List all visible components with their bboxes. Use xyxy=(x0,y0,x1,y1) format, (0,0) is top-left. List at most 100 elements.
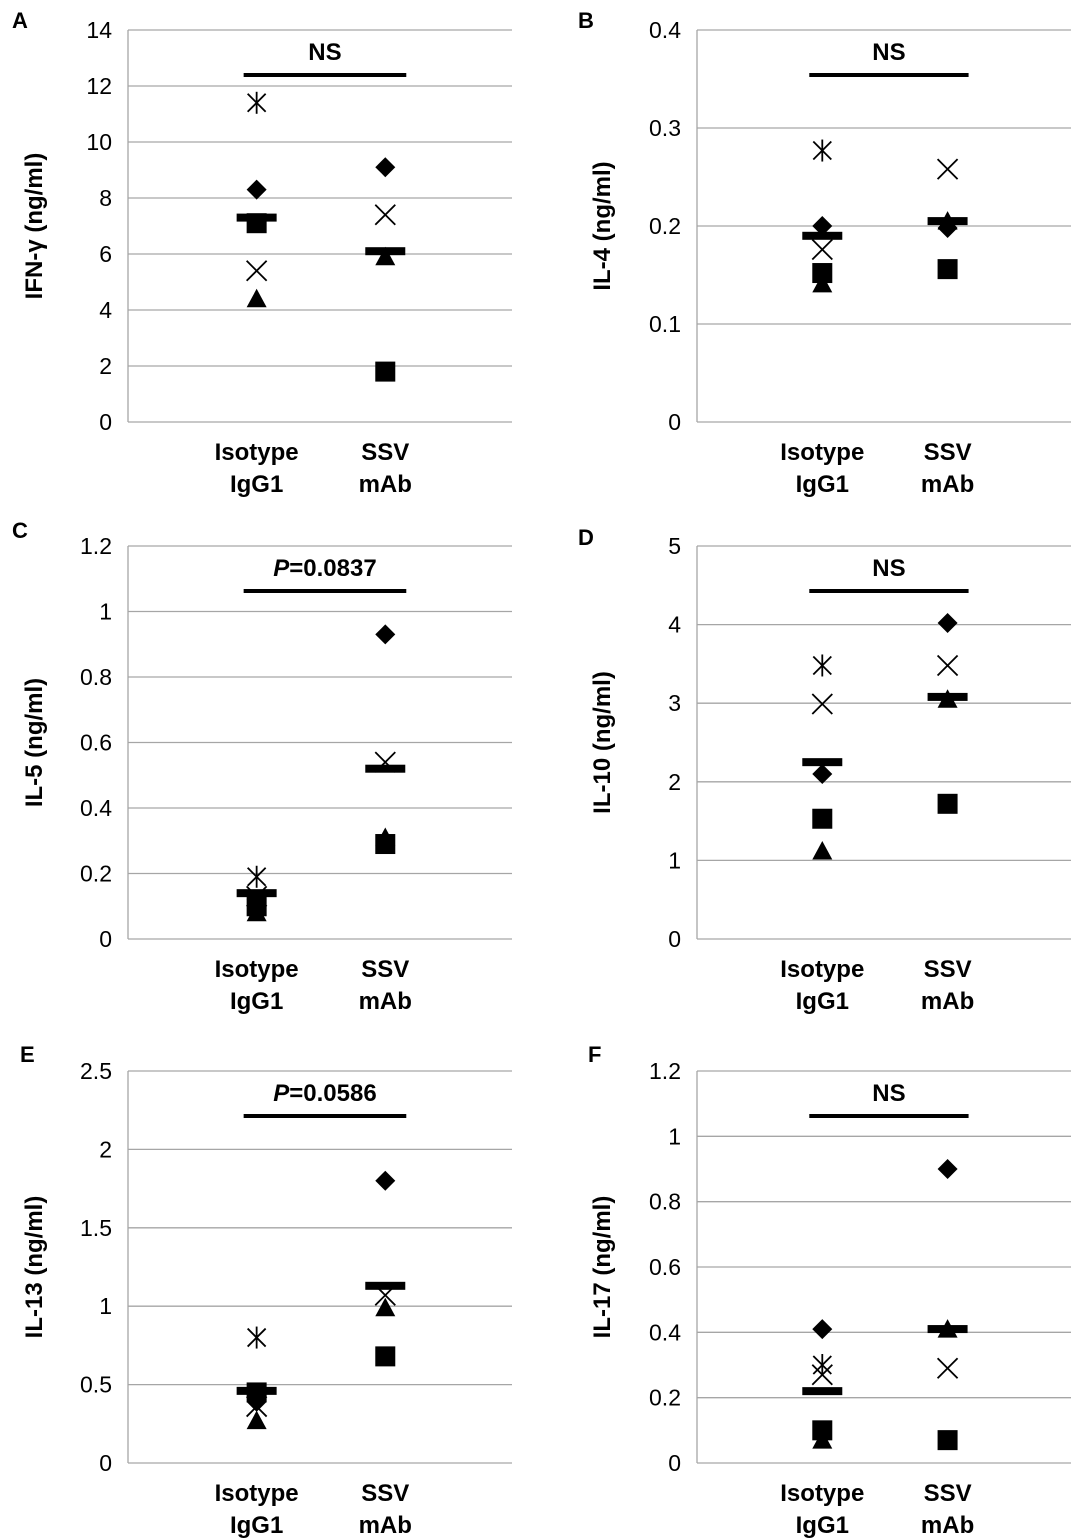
data-point-x xyxy=(246,260,268,282)
y-axis-label: IL-4 (ng/ml) xyxy=(589,161,616,290)
chart-panel-e: E 0 0.5 1 1.5 2 2.5 IL-13 (ng/ml) Isotype IgG1 SSV… xyxy=(20,1042,512,1539)
data-point-diamond xyxy=(375,157,396,178)
data-point-square xyxy=(937,1430,958,1451)
significance-p-symbol: P xyxy=(273,1080,290,1107)
y-tick-label: 0 xyxy=(99,409,112,435)
significance-label: NS xyxy=(872,555,905,582)
data-point-square xyxy=(375,1346,396,1367)
mean-bar xyxy=(365,247,406,256)
mean-bar xyxy=(236,1386,277,1395)
y-tick-label: 1.2 xyxy=(649,1058,681,1084)
x-category-label: Isotype xyxy=(215,439,299,466)
mean-bar xyxy=(365,764,406,773)
mean-bar xyxy=(927,1325,968,1334)
data-point-diamond xyxy=(812,216,833,236)
data-point-diamond xyxy=(812,763,833,784)
data-point-x xyxy=(374,204,396,226)
x-category-label: mAb xyxy=(921,471,974,498)
y-tick-label: 6 xyxy=(99,241,112,267)
x-category-label: SSV xyxy=(924,439,972,466)
panel-label: F xyxy=(588,1042,601,1067)
significance-value: NS xyxy=(872,1080,905,1107)
data-point-square xyxy=(812,808,833,829)
y-tick-label: 2 xyxy=(99,1136,112,1162)
y-tick-label: 0.2 xyxy=(649,1385,681,1411)
significance-p-symbol: P xyxy=(273,555,290,582)
x-category-label: SSV xyxy=(924,1480,972,1507)
data-point-diamond xyxy=(812,1319,833,1340)
y-tick-label: 0 xyxy=(668,1450,681,1476)
x-category-label: IgG1 xyxy=(230,1512,283,1539)
data-point-diamond xyxy=(937,613,958,634)
data-point-square xyxy=(812,263,833,284)
x-category-label: mAb xyxy=(359,471,412,498)
chart-panel-f: F 0 0.2 0.4 0.6 0.8 1 1.2 IL-17 (ng/ml) Isotype Ig… xyxy=(588,1042,1071,1539)
y-axis-label: IFN-γ (ng/ml) xyxy=(21,153,48,300)
y-tick-label: 2.5 xyxy=(80,1058,112,1084)
y-tick-label: 0 xyxy=(668,409,681,435)
y-tick-label: 0.8 xyxy=(80,664,112,690)
significance-label: NS xyxy=(872,39,905,66)
y-tick-label: 8 xyxy=(99,185,112,211)
x-category-label: IgG1 xyxy=(796,988,849,1015)
y-axis-label: IL-10 (ng/ml) xyxy=(589,671,616,814)
y-tick-label: 1.5 xyxy=(80,1215,112,1241)
x-category-label: IgG1 xyxy=(230,471,283,498)
y-tick-label: 1 xyxy=(668,847,681,873)
y-tick-label: 2 xyxy=(99,353,112,379)
x-category-label: IgG1 xyxy=(796,1512,849,1539)
significance-value: =0.0586 xyxy=(289,1080,376,1107)
significance-value: NS xyxy=(872,39,905,66)
y-tick-label: 0.2 xyxy=(649,213,681,239)
panel-label: A xyxy=(12,8,28,33)
x-category-label: SSV xyxy=(361,1480,409,1507)
y-tick-label: 0 xyxy=(99,1450,112,1476)
x-category-label: IgG1 xyxy=(796,471,849,498)
y-tick-label: 0 xyxy=(99,926,112,952)
mean-bar xyxy=(927,217,968,226)
y-tick-label: 0.3 xyxy=(649,115,681,141)
data-point-star xyxy=(247,91,267,114)
x-category-label: mAb xyxy=(359,988,412,1015)
data-point-square xyxy=(937,259,958,280)
data-point-diamond xyxy=(375,1170,396,1191)
panel-label: E xyxy=(20,1042,35,1067)
y-tick-label: 0.1 xyxy=(649,311,681,337)
panel-label: B xyxy=(578,8,594,33)
y-tick-label: 2 xyxy=(668,769,681,795)
mean-bar xyxy=(365,1281,406,1290)
chart-panel-b: B 0 0.1 0.2 0.3 0.4 IL-4 (ng/ml) Isotype IgG1 SSV… xyxy=(578,8,1071,498)
panel-label: D xyxy=(578,525,594,550)
y-tick-label: 10 xyxy=(86,129,112,155)
data-point-x xyxy=(936,158,959,180)
x-category-label: IgG1 xyxy=(230,988,283,1015)
mean-bar xyxy=(236,889,277,898)
significance-value: NS xyxy=(872,555,905,582)
data-point-x xyxy=(246,1395,268,1418)
y-tick-label: 0.4 xyxy=(649,1319,681,1345)
x-category-label: Isotype xyxy=(780,956,864,983)
chart-panel-c: C 0 0.2 0.4 0.6 0.8 1 1.2 IL-5 (ng/ml) Isotype IgG… xyxy=(12,518,512,1015)
data-point-triangle xyxy=(246,288,267,308)
data-point-star xyxy=(247,1326,267,1349)
mean-bar xyxy=(802,758,843,767)
y-tick-label: 1.2 xyxy=(80,533,112,559)
x-category-label: Isotype xyxy=(780,1480,864,1507)
data-point-star xyxy=(812,654,832,677)
mean-bar xyxy=(802,1387,843,1396)
y-tick-label: 5 xyxy=(668,533,681,559)
x-category-label: Isotype xyxy=(215,956,299,983)
x-category-label: mAb xyxy=(921,988,974,1015)
data-point-triangle xyxy=(246,1410,267,1430)
significance-label: NS xyxy=(308,39,341,66)
data-point-triangle xyxy=(375,246,396,266)
y-tick-label: 1 xyxy=(99,1293,112,1319)
y-tick-label: 0.2 xyxy=(80,861,112,887)
significance-label: P=0.0837 xyxy=(273,555,376,582)
data-point-square xyxy=(937,793,958,814)
data-point-triangle xyxy=(375,827,396,846)
data-point-triangle xyxy=(375,1297,396,1317)
x-category-label: Isotype xyxy=(215,1480,299,1507)
y-tick-label: 0.6 xyxy=(649,1254,681,1280)
